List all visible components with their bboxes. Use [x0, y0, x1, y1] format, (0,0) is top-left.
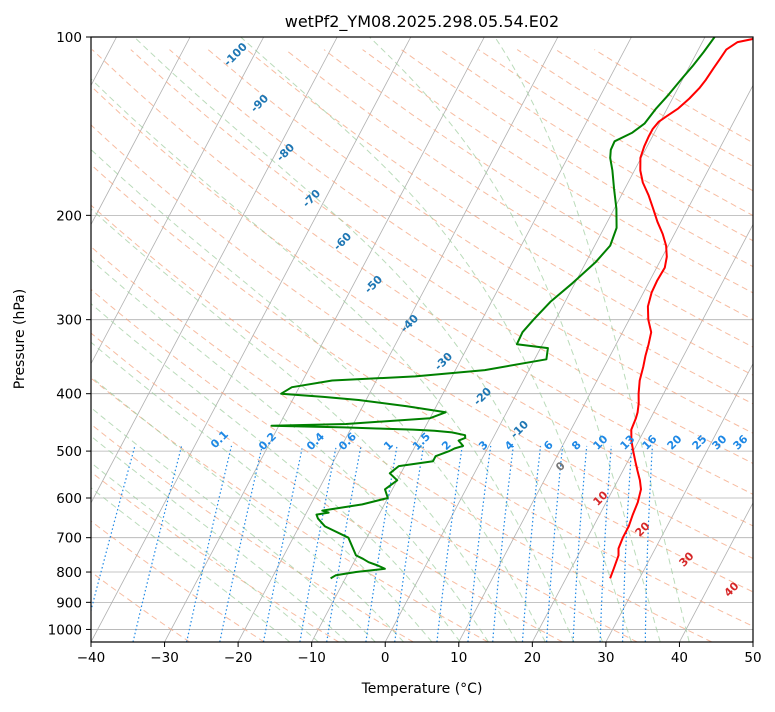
- y-tick-label: 700: [56, 531, 82, 547]
- x-tick-label: 10: [450, 650, 467, 666]
- y-tick-label: 200: [56, 208, 82, 224]
- y-tick-label: 1000: [48, 622, 82, 638]
- chart-title: wetPf2_YM08.2025.298.05.54.E02: [285, 12, 559, 32]
- y-tick-label: 300: [56, 313, 82, 329]
- y-tick-label: 900: [56, 595, 82, 611]
- x-tick-label: −40: [77, 650, 106, 666]
- y-tick-label: 100: [56, 30, 82, 46]
- x-tick-label: 20: [524, 650, 541, 666]
- x-tick-label: −20: [224, 650, 253, 666]
- y-tick-label: 400: [56, 387, 82, 403]
- y-axis-label: Pressure (hPa): [12, 289, 28, 389]
- x-tick-label: −10: [297, 650, 326, 666]
- x-tick-label: −30: [150, 650, 179, 666]
- y-tick-label: 600: [56, 491, 82, 507]
- x-axis-label: Temperature (°C): [361, 681, 483, 697]
- x-tick-label: 40: [671, 650, 688, 666]
- y-tick-label: 500: [56, 444, 82, 460]
- isotherm-line: [753, 37, 775, 642]
- x-tick-label: 30: [597, 650, 614, 666]
- x-tick-label: 0: [381, 650, 390, 666]
- x-tick-label: 50: [744, 650, 761, 666]
- y-tick-label: 800: [56, 565, 82, 581]
